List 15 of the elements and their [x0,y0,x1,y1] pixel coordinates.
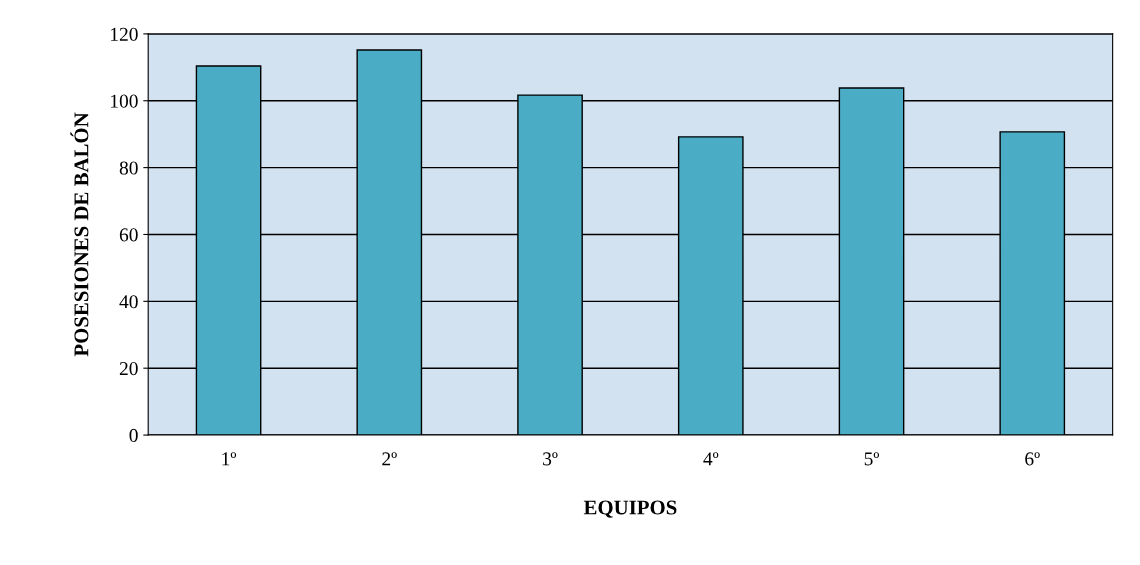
y-tick-label: 120 [111,27,138,41]
x-tick-label: 5º [864,452,880,466]
x-tick-label: 1º [222,452,237,466]
y-tick-label: 0 [129,428,138,442]
y-tick-label: 60 [119,228,138,242]
y-tick-label: 100 [111,94,138,108]
x-axis-title: EQUIPOS [583,500,677,518]
y-tick-label: 20 [119,362,138,376]
x-tick-label: 4º [703,452,719,466]
x-tick-label: 3º [543,452,558,466]
x-tick-label: 6º [1025,452,1040,466]
x-tick-label: 2º [382,452,397,466]
y-axis-title: POSESIONES DE BALÓN [70,112,89,357]
y-tick-label: 80 [119,161,138,175]
y-tick-label: 40 [119,295,138,309]
